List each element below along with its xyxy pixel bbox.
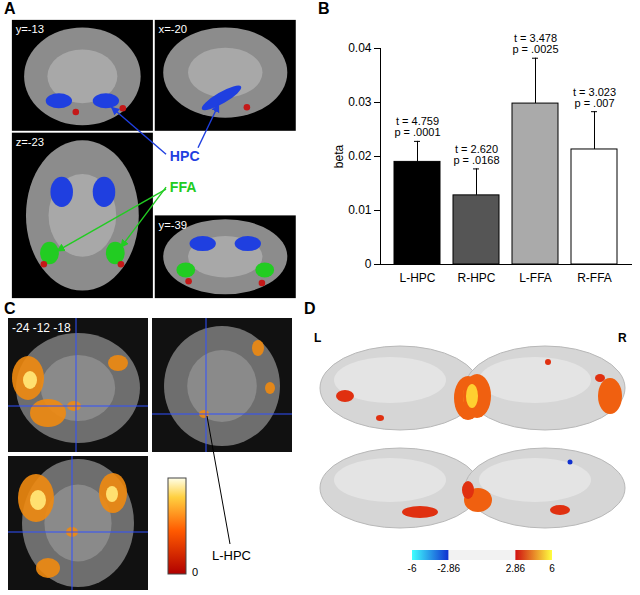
svg-text:L-HPC: L-HPC [212, 548, 251, 563]
html-text:B: B [318, 0, 330, 17]
svg-text:0.01: 0.01 [348, 203, 372, 217]
svg-text:0.04: 0.04 [348, 41, 372, 55]
svg-text:R: R [618, 331, 627, 345]
svg-text:0.03: 0.03 [348, 95, 372, 109]
html-text:A: A [4, 0, 16, 17]
svg-text:FFA: FFA [170, 179, 197, 195]
svg-text:-6: -6 [408, 563, 417, 574]
svg-text:L-FFA: L-FFA [519, 271, 552, 285]
svg-text:-24 -12 -18: -24 -12 -18 [12, 321, 71, 335]
html-text:D: D [304, 300, 316, 317]
svg-text:L: L [314, 331, 321, 345]
svg-text:-2.86: -2.86 [437, 563, 460, 574]
svg-text:t = 4.759p = .0001: t = 4.759p = .0001 [394, 115, 440, 138]
svg-text:0.02: 0.02 [348, 149, 372, 163]
svg-text:HPC: HPC [170, 148, 200, 164]
svg-text:y=-39: y=-39 [159, 219, 188, 231]
svg-text:2.86: 2.86 [506, 563, 526, 574]
svg-text:t = 3.478p = .0025: t = 3.478p = .0025 [512, 32, 558, 55]
svg-text:t = 3.023p = .007: t = 3.023p = .007 [573, 86, 616, 109]
svg-text:R-HPC: R-HPC [458, 271, 496, 285]
svg-text:L-HPC: L-HPC [399, 271, 435, 285]
svg-text:y=-13: y=-13 [16, 23, 45, 35]
svg-text:x=-20: x=-20 [159, 23, 188, 35]
svg-text:0: 0 [192, 566, 198, 578]
svg-text:t = 2.620p = .0168: t = 2.620p = .0168 [453, 143, 499, 166]
svg-text:6: 6 [549, 563, 555, 574]
html-text:C: C [4, 300, 16, 317]
svg-text:0: 0 [365, 257, 372, 271]
svg-text:R-FFA: R-FFA [577, 271, 612, 285]
svg-text:z=-23: z=-23 [16, 136, 45, 148]
svg-text:beta: beta [332, 144, 346, 168]
